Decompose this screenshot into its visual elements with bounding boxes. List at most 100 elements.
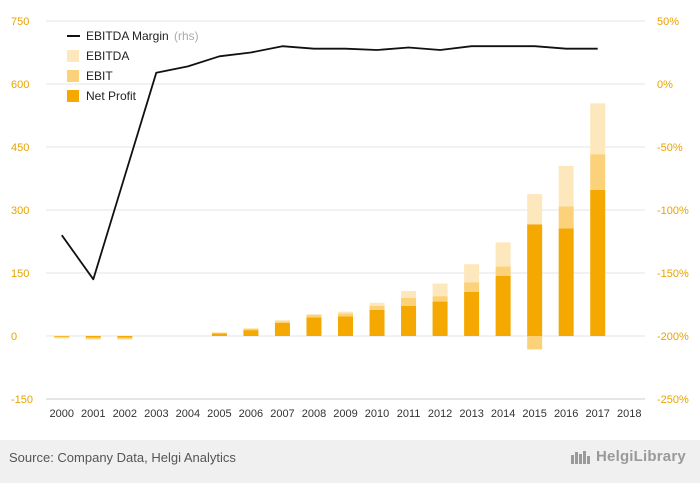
legend-net-profit-swatch	[67, 90, 79, 102]
y-right-tick-2: -150%	[657, 268, 689, 280]
x-tick-2002: 2002	[113, 408, 137, 420]
chart-background	[0, 0, 700, 440]
bar-ebit-2010	[369, 305, 385, 310]
bar-net-profit-2013	[464, 291, 480, 336]
bar-net-profit-2012	[432, 301, 448, 336]
x-tick-2009: 2009	[333, 408, 357, 420]
legend-ebit-label: EBIT	[86, 69, 113, 83]
bar-ebitda-2017	[590, 103, 606, 155]
x-tick-2013: 2013	[459, 408, 483, 420]
series-line-ebitda-margin	[61, 45, 598, 281]
legend-ebit-swatch	[67, 70, 79, 82]
bar-ebit-2001	[85, 337, 101, 339]
x-tick-2005: 2005	[207, 408, 231, 420]
bar-net-profit-2014	[495, 275, 511, 336]
bar-layer	[54, 103, 606, 350]
helgi-library-logo-icon	[571, 450, 590, 464]
bar-net-profit-2008	[306, 317, 322, 336]
bar-ebit-2002	[117, 337, 133, 339]
x-tick-2014: 2014	[491, 408, 515, 420]
bar-ebitda-2001	[85, 338, 101, 340]
bar-ebitda-2005	[211, 332, 227, 334]
legend: EBITDA Margin (rhs) EBITDA EBIT Net Prof…	[67, 29, 199, 103]
y-left-tick-3: 300	[11, 205, 29, 217]
bar-ebitda-2008	[306, 314, 322, 315]
x-tick-2001: 2001	[81, 408, 105, 420]
bar-ebitda-2013	[464, 264, 480, 283]
bar-ebitda-2007	[274, 320, 290, 322]
bar-ebitda-2012	[432, 283, 448, 297]
bar-ebitda-2006	[243, 328, 259, 329]
bar-ebitda-2016	[558, 165, 574, 207]
legend-rhs-note: (rhs)	[174, 29, 199, 43]
bar-ebitda-2014	[495, 242, 511, 267]
x-tick-2004: 2004	[176, 408, 200, 420]
y-right-tick-4: -50%	[657, 142, 683, 154]
brand-name: HelgiLibrary	[596, 448, 686, 465]
y-left-tick-6: 750	[11, 16, 29, 28]
bar-ebitda-2000	[54, 337, 70, 339]
bar-ebit-2009	[338, 313, 353, 317]
x-tick-2007: 2007	[270, 408, 294, 420]
bar-ebit-2000	[54, 336, 70, 338]
bar-ebit-2012	[432, 296, 448, 302]
bar-ebit-2005	[211, 332, 227, 334]
bar-ebit-2008	[306, 315, 322, 318]
y-right-tick-1: -200%	[657, 331, 689, 343]
bar-ebit-2011	[401, 297, 417, 306]
x-tick-2010: 2010	[365, 408, 389, 420]
y-right-tick-5: 0%	[657, 79, 673, 91]
y-right-tick-0: -250%	[657, 394, 689, 406]
bar-ebitda-2002	[117, 338, 133, 340]
y-left-tick-2: 150	[11, 268, 29, 280]
x-tick-2017: 2017	[585, 408, 609, 420]
y-left-tick-4: 450	[11, 142, 29, 154]
legend-ebitda-label: EBITDA	[86, 49, 129, 63]
bar-net-profit-2010	[369, 309, 385, 336]
bar-ebit-2016	[558, 206, 574, 229]
bar-ebitda-2009	[338, 311, 353, 314]
bar-net-profit-2002	[117, 336, 133, 338]
x-tick-2003: 2003	[144, 408, 168, 420]
bar-ebit-2017	[590, 154, 606, 190]
legend-ebitda-swatch	[67, 50, 79, 62]
bar-ebit-2007	[274, 321, 290, 323]
bar-ebit-negative-2015	[527, 336, 543, 350]
x-tick-2008: 2008	[302, 408, 326, 420]
x-tick-2015: 2015	[522, 408, 546, 420]
bar-net-profit-2006	[243, 330, 259, 336]
y-left-tick-1: 0	[11, 331, 17, 343]
legend-net-profit-label: Net Profit	[86, 89, 137, 103]
bar-net-profit-2016	[558, 228, 574, 336]
bar-net-profit-2005	[211, 333, 227, 336]
x-tick-2012: 2012	[428, 408, 452, 420]
x-tick-2018: 2018	[617, 408, 641, 420]
source-note: Source: Company Data, Helgi Analytics	[9, 450, 236, 465]
bar-net-profit-2011	[401, 305, 417, 336]
x-tick-2016: 2016	[554, 408, 578, 420]
y-right-tick-3: -100%	[657, 205, 689, 217]
x-tick-2000: 2000	[50, 408, 74, 420]
bar-ebit-2014	[495, 266, 511, 276]
bar-ebitda-2010	[369, 302, 385, 306]
bar-net-profit-2001	[85, 336, 101, 338]
x-tick-2006: 2006	[239, 408, 263, 420]
x-tick-2011: 2011	[397, 408, 421, 420]
bar-net-profit-2015	[527, 224, 543, 336]
y-right-tick-6: 50%	[657, 16, 679, 28]
legend-ebitda-margin-label: EBITDA Margin	[86, 29, 169, 43]
line-layer	[61, 45, 598, 281]
chart-svg: -150 0 150 300 450 600 750 -250% -200% -150% -100%…	[0, 0, 700, 440]
bar-ebit-2006	[243, 328, 259, 331]
y-left-tick-0: -150	[11, 394, 33, 406]
bar-ebit-2013	[464, 282, 480, 292]
axis-ticks: -150 0 150 300 450 600 750 -250% -200% -150% -100%…	[11, 16, 689, 420]
bar-ebitda-2011	[401, 291, 417, 298]
bar-ebitda-2015	[527, 194, 543, 225]
bar-net-profit-2017	[590, 189, 606, 336]
bar-net-profit-2007	[274, 322, 290, 336]
brand-logo: HelgiLibrary	[570, 448, 686, 465]
bar-net-profit-2000	[54, 336, 70, 337]
y-left-tick-5: 600	[11, 79, 29, 91]
